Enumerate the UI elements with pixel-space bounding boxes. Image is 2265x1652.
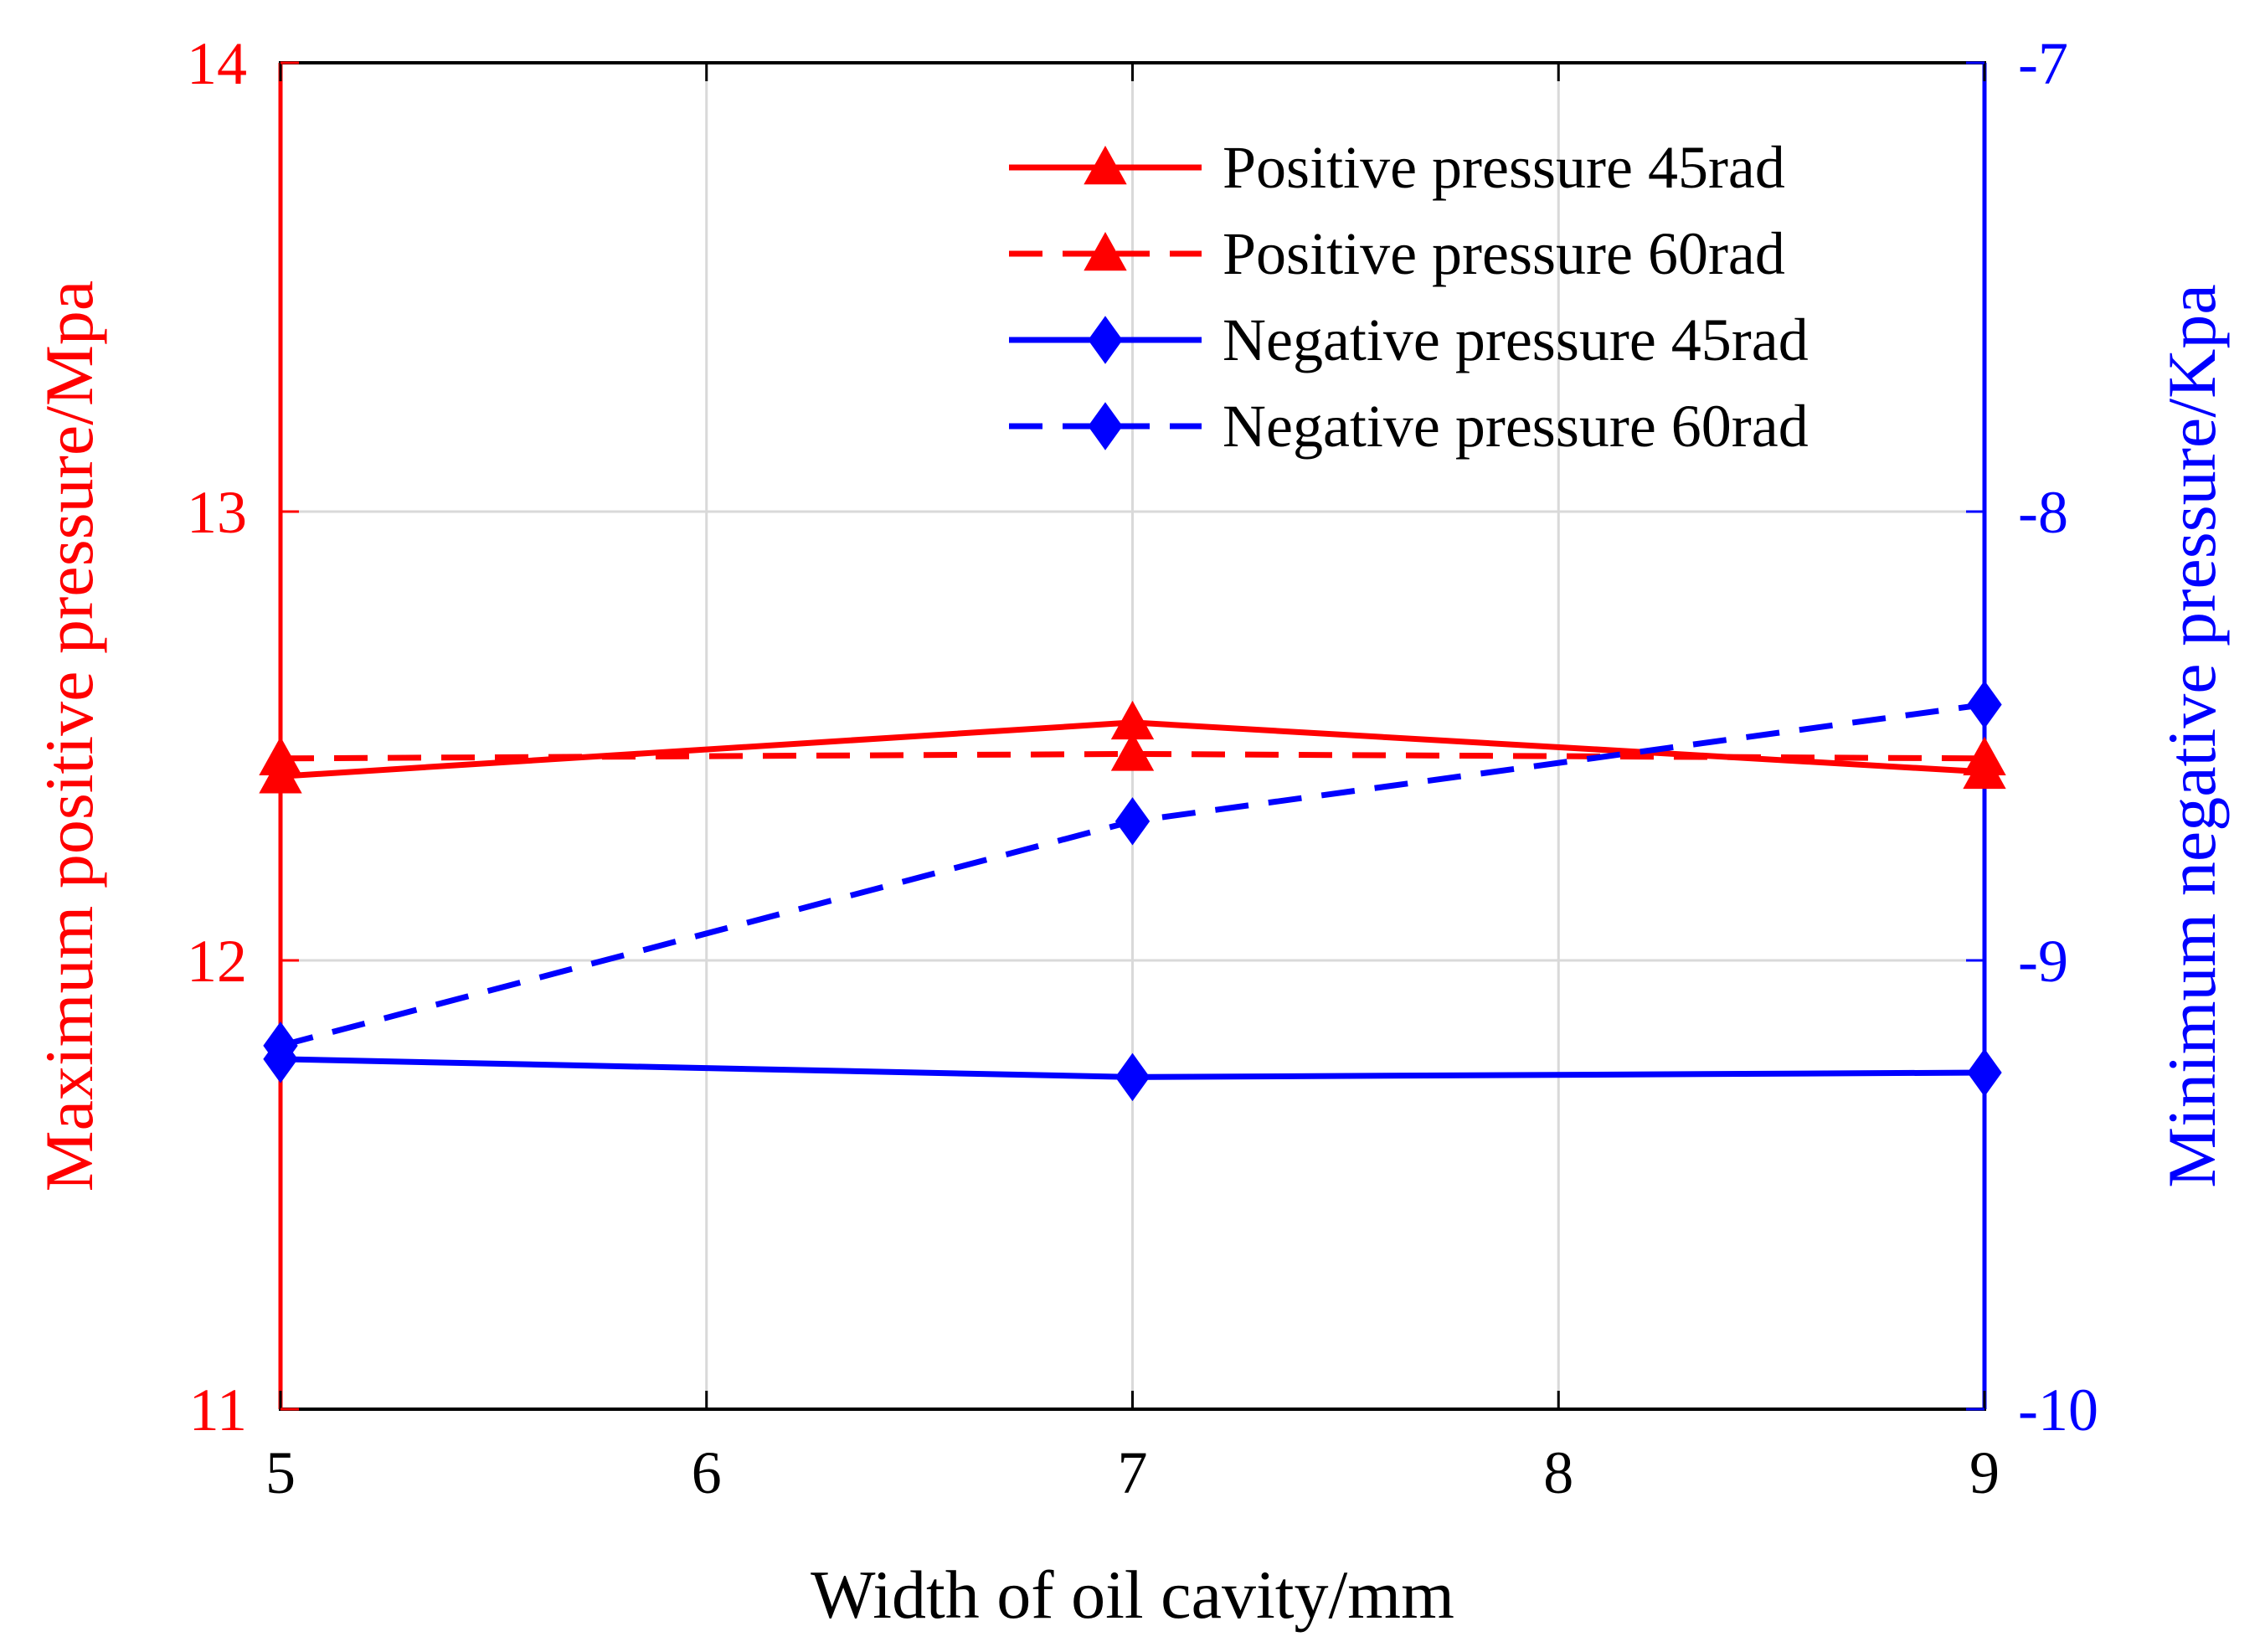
right-y-tick-label: -10 (2018, 1377, 2098, 1444)
legend-marker (1084, 145, 1127, 185)
right-axis-title: Minimum negative pressure/Kpa (2154, 284, 2230, 1187)
ticks: 5 6 7 8 9 11 12 13 14 -10 -9 -8 -7 (187, 30, 2098, 1506)
right-y-tick-label: -9 (2018, 928, 2068, 995)
left-y-tick-label: 11 (189, 1377, 247, 1444)
left-axis-title: Maximum positive pressure/Mpa (31, 280, 107, 1192)
data-point (1114, 1052, 1151, 1102)
legend-label: Positive pressure 45rad (1223, 134, 1785, 201)
right-y-tick-label: -7 (2018, 30, 2068, 97)
legend-item-1: Positive pressure 45rad (1009, 134, 1785, 201)
series (259, 680, 2006, 1102)
data-point (1110, 732, 1155, 771)
x-tick-label: 5 (265, 1439, 296, 1506)
x-tick-label: 9 (1969, 1439, 2000, 1506)
x-axis-title: Width of oil cavity/mm (811, 1557, 1454, 1633)
legend-marker (1088, 402, 1123, 450)
data-point (259, 736, 302, 775)
data-point (1967, 1048, 2002, 1097)
data-point (1967, 680, 2002, 729)
left-y-tick-label: 12 (187, 928, 247, 995)
series-4 (263, 680, 2002, 1070)
legend-label: Negative pressure 45rad (1223, 306, 1809, 373)
legend-marker (1088, 316, 1123, 364)
x-tick-label: 6 (692, 1439, 722, 1506)
x-tick-label: 8 (1543, 1439, 1573, 1506)
legend-marker (1084, 231, 1127, 271)
left-y-tick-label: 13 (187, 479, 247, 546)
left-y-tick-label: 14 (187, 30, 247, 97)
x-tick-label: 7 (1118, 1439, 1148, 1506)
series-line (280, 750, 1985, 762)
legend: Positive pressure 45rad Positive pressure… (1009, 134, 1809, 460)
legend-label: Negative pressure 60rad (1223, 393, 1809, 460)
legend-item-4: Negative pressure 60rad (1009, 393, 1809, 460)
right-y-tick-label: -8 (2018, 479, 2068, 546)
legend-item-2: Positive pressure 60rad (1009, 220, 1785, 287)
data-point (263, 1022, 298, 1070)
data-point (1114, 797, 1151, 846)
legend-label: Positive pressure 60rad (1223, 220, 1785, 287)
series-2 (259, 732, 2006, 775)
data-point (1963, 736, 2006, 775)
legend-item-3: Negative pressure 45rad (1009, 306, 1809, 373)
